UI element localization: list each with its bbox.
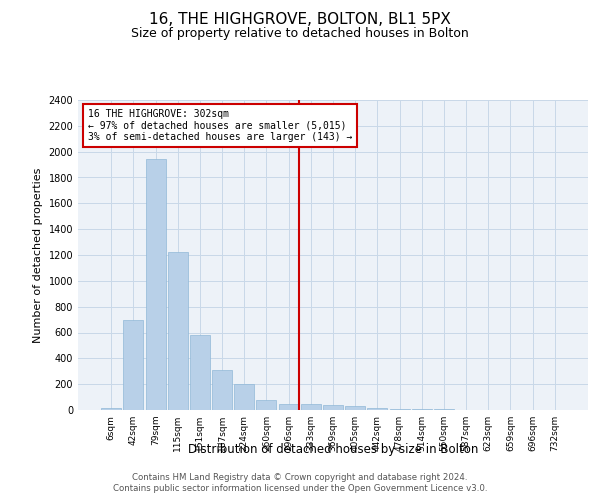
Bar — [345, 406, 365, 410]
Bar — [301, 404, 321, 410]
Text: Contains public sector information licensed under the Open Government Licence v3: Contains public sector information licen… — [113, 484, 487, 493]
Bar — [190, 335, 210, 410]
Bar — [389, 408, 410, 410]
Text: Contains HM Land Registry data © Crown copyright and database right 2024.: Contains HM Land Registry data © Crown c… — [132, 472, 468, 482]
Bar — [234, 384, 254, 410]
Text: 16, THE HIGHGROVE, BOLTON, BL1 5PX: 16, THE HIGHGROVE, BOLTON, BL1 5PX — [149, 12, 451, 28]
Bar — [101, 408, 121, 410]
Bar — [212, 370, 232, 410]
Text: 16 THE HIGHGROVE: 302sqm
← 97% of detached houses are smaller (5,015)
3% of semi: 16 THE HIGHGROVE: 302sqm ← 97% of detach… — [88, 110, 353, 142]
Text: Distribution of detached houses by size in Bolton: Distribution of detached houses by size … — [188, 442, 478, 456]
Bar — [367, 408, 388, 410]
Bar — [146, 160, 166, 410]
Bar — [168, 252, 188, 410]
Text: Size of property relative to detached houses in Bolton: Size of property relative to detached ho… — [131, 28, 469, 40]
Y-axis label: Number of detached properties: Number of detached properties — [33, 168, 43, 342]
Bar — [124, 320, 143, 410]
Bar — [323, 406, 343, 410]
Bar — [256, 400, 277, 410]
Bar — [278, 404, 299, 410]
